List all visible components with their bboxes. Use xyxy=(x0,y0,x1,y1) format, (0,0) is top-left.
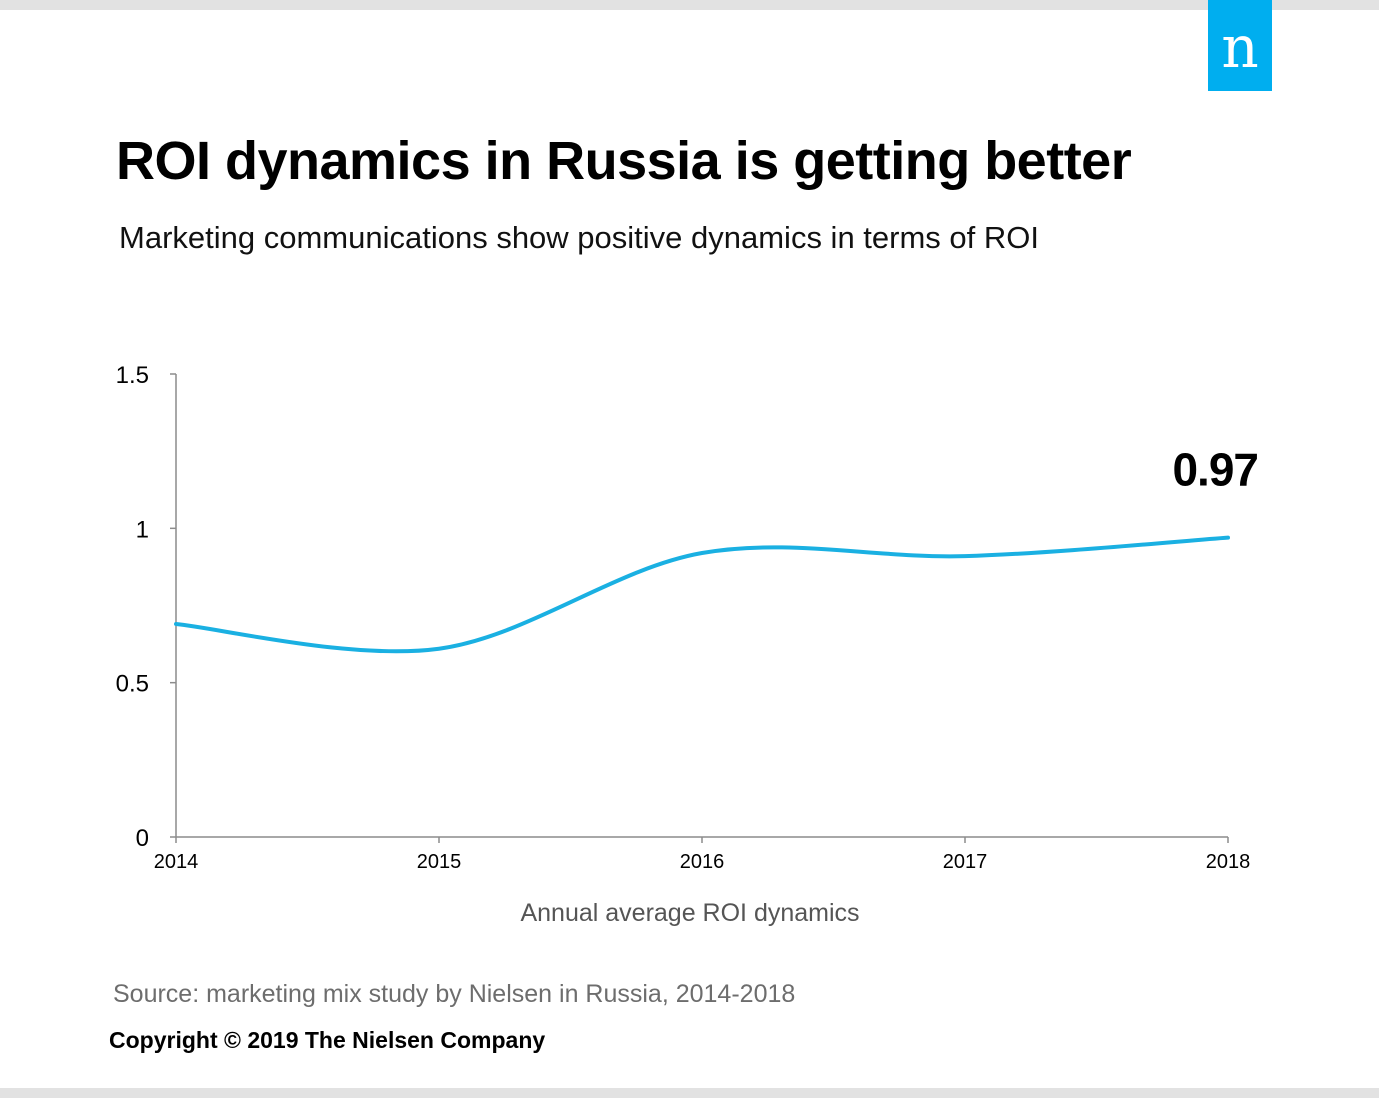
x-tick-label: 2016 xyxy=(680,851,725,873)
copyright-note: Copyright © 2019 The Nielsen Company xyxy=(109,1027,546,1053)
y-tick-label: 1.5 xyxy=(116,362,149,389)
value-annotation-label: 0.97 xyxy=(1172,444,1258,496)
y-tick-label: 1 xyxy=(136,516,149,543)
x-tick-label: 2018 xyxy=(1206,851,1251,873)
y-tick-label: 0 xyxy=(136,825,149,852)
x-tick-label: 2015 xyxy=(417,851,462,873)
logo-letter: n xyxy=(1221,13,1259,81)
roi-series-line xyxy=(174,535,1230,654)
y-tick-label: 0.5 xyxy=(116,671,149,698)
bottom-band xyxy=(0,1088,1379,1098)
x-tick-label: 2017 xyxy=(943,851,988,873)
x-axis-title: Annual average ROI dynamics xyxy=(520,899,859,927)
page-title: ROI dynamics in Russia is getting better xyxy=(116,131,1132,191)
top-band xyxy=(0,0,1379,10)
page-subtitle: Marketing communications show positive d… xyxy=(119,220,1039,255)
source-note: Source: marketing mix study by Nielsen i… xyxy=(113,980,796,1008)
nielsen-logo: n xyxy=(1208,0,1272,91)
x-tick-label: 2014 xyxy=(154,851,199,873)
